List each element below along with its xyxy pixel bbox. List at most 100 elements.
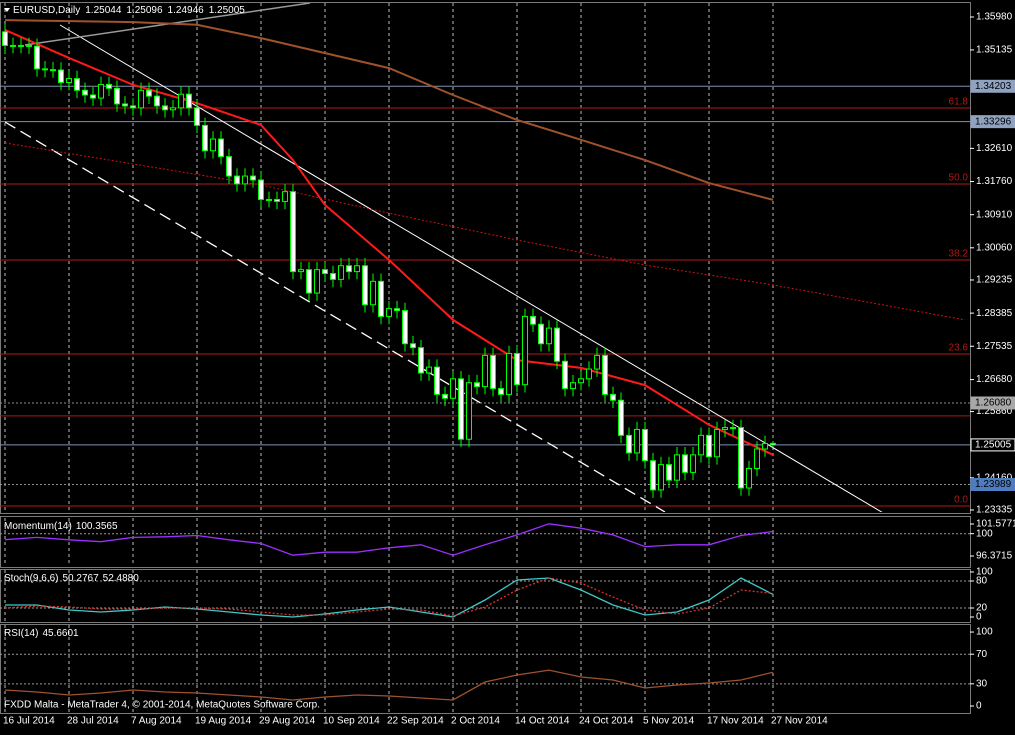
- candle-body: [2, 31, 8, 46]
- x-tick-label: 24 Oct 2014: [579, 716, 634, 727]
- candle-body: [170, 107, 176, 111]
- candle-body: [594, 354, 600, 370]
- y-tick-label: 30: [976, 678, 988, 689]
- y-tick-label: 100: [976, 627, 993, 638]
- x-tick-label: 17 Nov 2014: [707, 716, 764, 727]
- y-tick-label: 20: [976, 603, 988, 614]
- x-tick-label: 19 Aug 2014: [195, 716, 252, 727]
- candle-body: [658, 464, 664, 491]
- momentum-panel-frame: [0, 516, 971, 568]
- y-tick-label: 100: [976, 567, 993, 578]
- y-tick-label: 1.25860: [976, 406, 1013, 417]
- candle-body: [34, 45, 40, 70]
- candle-body: [602, 354, 608, 395]
- footer-watermark: FXDD Malta - MetaTrader 4, © 2001-2014, …: [4, 700, 320, 711]
- candle-body: [146, 89, 152, 97]
- candle-body: [130, 105, 136, 109]
- candle-body: [746, 467, 752, 489]
- indicator-name: RSI(14): [4, 628, 38, 639]
- y-tick-label: 80: [976, 576, 988, 587]
- stoch-panel-frame: [0, 569, 971, 623]
- candle-body: [754, 448, 760, 469]
- candle-body: [138, 89, 144, 109]
- candle-body: [498, 388, 504, 395]
- x-tick-label: 5 Nov 2014: [643, 716, 695, 727]
- y-tick-label: 1.29235: [976, 275, 1013, 286]
- price-label-box: [970, 478, 1015, 492]
- y-tick-label: 1.27535: [976, 341, 1013, 352]
- moving-average: [4, 142, 966, 321]
- candle-body: [634, 428, 640, 454]
- candle-body: [362, 265, 368, 306]
- candle-body: [482, 354, 488, 388]
- y-tick-label: 100: [976, 528, 993, 539]
- candle-body: [314, 269, 320, 294]
- candle-body: [194, 107, 200, 126]
- candle-body: [290, 191, 296, 273]
- rsi-panel-frame: [0, 624, 971, 714]
- candle-body: [202, 124, 208, 152]
- candle-body: [666, 464, 672, 481]
- y-tick-label: 1.31760: [976, 176, 1013, 187]
- candle-body: [474, 382, 480, 388]
- candle-body: [450, 378, 456, 399]
- ohlc-value: 1.25096: [126, 5, 163, 16]
- indicator-title: Momentum(14) 100.3565: [4, 521, 118, 532]
- candle-body: [58, 69, 64, 83]
- candle-body: [586, 368, 592, 380]
- candle-body: [50, 69, 56, 72]
- price-label: 1.25005: [975, 440, 1012, 451]
- y-tick-label: 1.32610: [976, 143, 1013, 154]
- price-label-box: [970, 438, 1015, 452]
- price-label-box: [970, 79, 1015, 93]
- candle-body: [506, 352, 512, 395]
- y-tick-label: 1.24160: [976, 472, 1013, 483]
- indicator-value: 50.2767: [62, 573, 99, 584]
- candle-body: [402, 310, 408, 345]
- candle-body: [154, 95, 160, 107]
- x-tick-label: 7 Aug 2014: [131, 716, 182, 727]
- candle-body: [730, 427, 736, 430]
- price-label-box: [970, 396, 1015, 410]
- candle-body: [338, 265, 344, 280]
- ohlc-value: 1.24946: [168, 5, 205, 16]
- label-layer: EURUSD,Daily 1.25044 1.25096 1.24946 1.25005…: [3, 5, 1015, 727]
- trend-line-upper: [59, 24, 883, 512]
- candle-body: [426, 366, 432, 374]
- candle-body: [410, 343, 416, 349]
- candle-body: [258, 179, 264, 200]
- indicator-line: [4, 577, 774, 617]
- indicator-line: [4, 669, 774, 701]
- x-tick-label: 10 Sep 2014: [323, 716, 380, 727]
- price-label: 1.23989: [975, 479, 1012, 490]
- y-tick-label: 1.26680: [976, 374, 1013, 385]
- fib-level-label: 50.0: [949, 173, 969, 184]
- candle-body: [330, 273, 336, 280]
- candle-body: [370, 280, 376, 306]
- candle-body: [266, 198, 272, 201]
- indicator-name: Momentum(14): [4, 521, 72, 532]
- candle-body: [282, 191, 288, 202]
- candle-body: [698, 434, 704, 456]
- candle-body: [442, 393, 448, 399]
- candle-body: [10, 44, 16, 47]
- ohlc-value: 1.25044: [85, 5, 122, 16]
- y-tick-label: 0: [976, 701, 982, 712]
- candle-body: [706, 434, 712, 458]
- candle-body: [514, 352, 520, 386]
- candle-body: [490, 354, 496, 390]
- y-tick-label: 0: [976, 612, 982, 623]
- indicator-title: Stoch(9,6,6) 50.2767 52.4880: [4, 573, 139, 584]
- fib-level-label: 38.2: [949, 249, 969, 260]
- indicator-value: 100.3565: [76, 521, 118, 532]
- price-label: 1.34203: [975, 81, 1012, 92]
- x-tick-label: 27 Nov 2014: [771, 716, 828, 727]
- candle-body: [642, 428, 648, 462]
- candle-body: [114, 87, 120, 105]
- price-label: 1.33296: [975, 116, 1012, 127]
- indicator-line: [4, 523, 774, 556]
- candle-body: [186, 93, 192, 109]
- candle-body: [274, 198, 280, 202]
- x-tick-label: 28 Jul 2014: [67, 716, 119, 727]
